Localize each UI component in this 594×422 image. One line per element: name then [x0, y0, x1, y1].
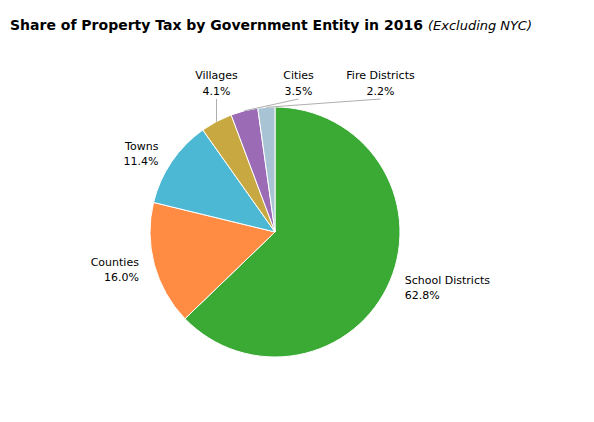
labels: School Districts 62.8% Counties 16.0% Towns 1…: [91, 69, 491, 302]
title: Share of Property Tax by Government Enti…: [10, 17, 423, 33]
slice-label: Fire Districts: [346, 69, 415, 82]
data-label: 62.8%: [405, 289, 440, 302]
data-label: 4.1%: [203, 85, 231, 98]
data-label: 3.5%: [285, 85, 313, 98]
slice: [258, 107, 275, 232]
chart: Share of Property Tax by Government Enti…: [0, 0, 594, 422]
data-label: 2.2%: [367, 85, 395, 98]
leader-line: [216, 99, 217, 122]
slice-label: Cities: [283, 69, 314, 82]
leader-line: [244, 99, 298, 111]
slice-label: Towns: [124, 140, 159, 153]
slice-label: School Districts: [405, 274, 491, 287]
subtitle: (Excluding NYC): [428, 18, 532, 33]
data-label: 11.4%: [123, 155, 158, 168]
slice-label: Counties: [91, 256, 139, 269]
pie: [150, 107, 400, 357]
data-label: 16.0%: [104, 271, 139, 284]
slice-label: Villages: [195, 69, 238, 82]
leader-line: [266, 99, 380, 107]
